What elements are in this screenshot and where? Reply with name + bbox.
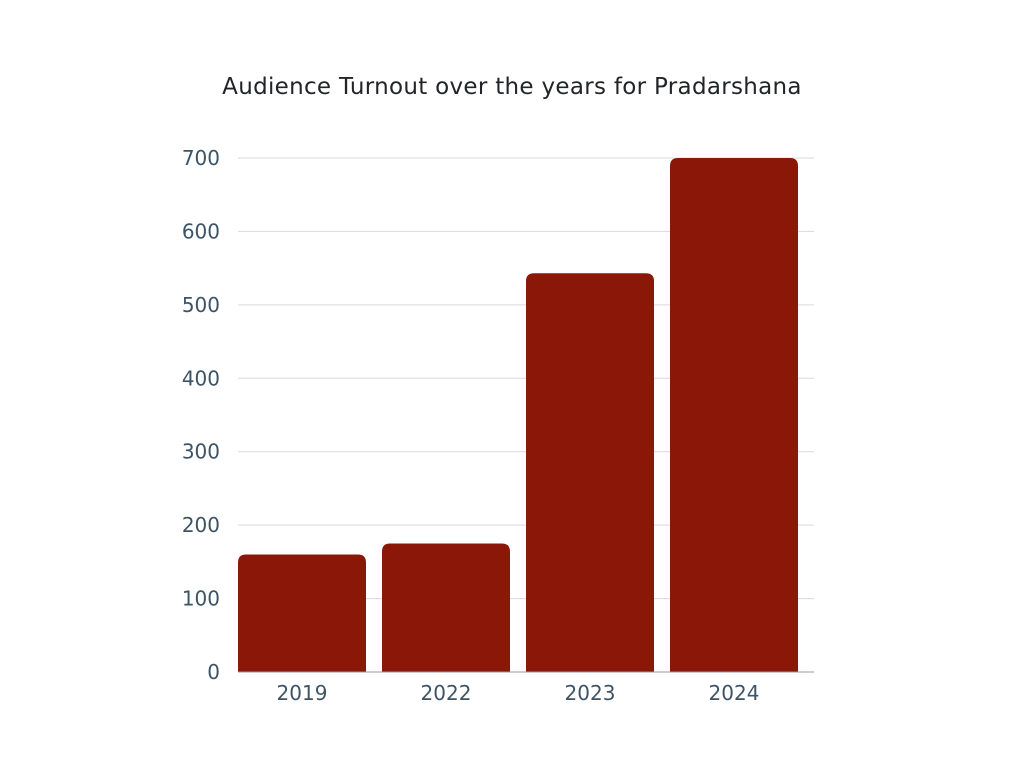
x-tick-label: 2022 bbox=[421, 681, 472, 705]
bar-2024 bbox=[670, 158, 798, 672]
bar-2023 bbox=[526, 273, 654, 672]
y-axis-ticks: 0 100 200 300 400 500 600 700 bbox=[182, 146, 220, 684]
bar-2019 bbox=[238, 554, 366, 672]
y-tick-label: 300 bbox=[182, 440, 220, 464]
y-tick-label: 700 bbox=[182, 146, 220, 170]
y-tick-label: 0 bbox=[207, 660, 220, 684]
x-tick-label: 2019 bbox=[277, 681, 328, 705]
y-tick-label: 600 bbox=[182, 219, 220, 243]
bar-layer bbox=[238, 158, 798, 672]
x-tick-label: 2024 bbox=[709, 681, 760, 705]
y-tick-label: 400 bbox=[182, 366, 220, 390]
y-tick-label: 500 bbox=[182, 293, 220, 317]
y-tick-label: 200 bbox=[182, 513, 220, 537]
bar-2022 bbox=[382, 543, 510, 672]
x-tick-label: 2023 bbox=[565, 681, 616, 705]
x-axis-ticks: 2019 2022 2023 2024 bbox=[277, 681, 760, 705]
chart-title: Audience Turnout over the years for Prad… bbox=[222, 74, 802, 100]
y-tick-label: 100 bbox=[182, 587, 220, 611]
